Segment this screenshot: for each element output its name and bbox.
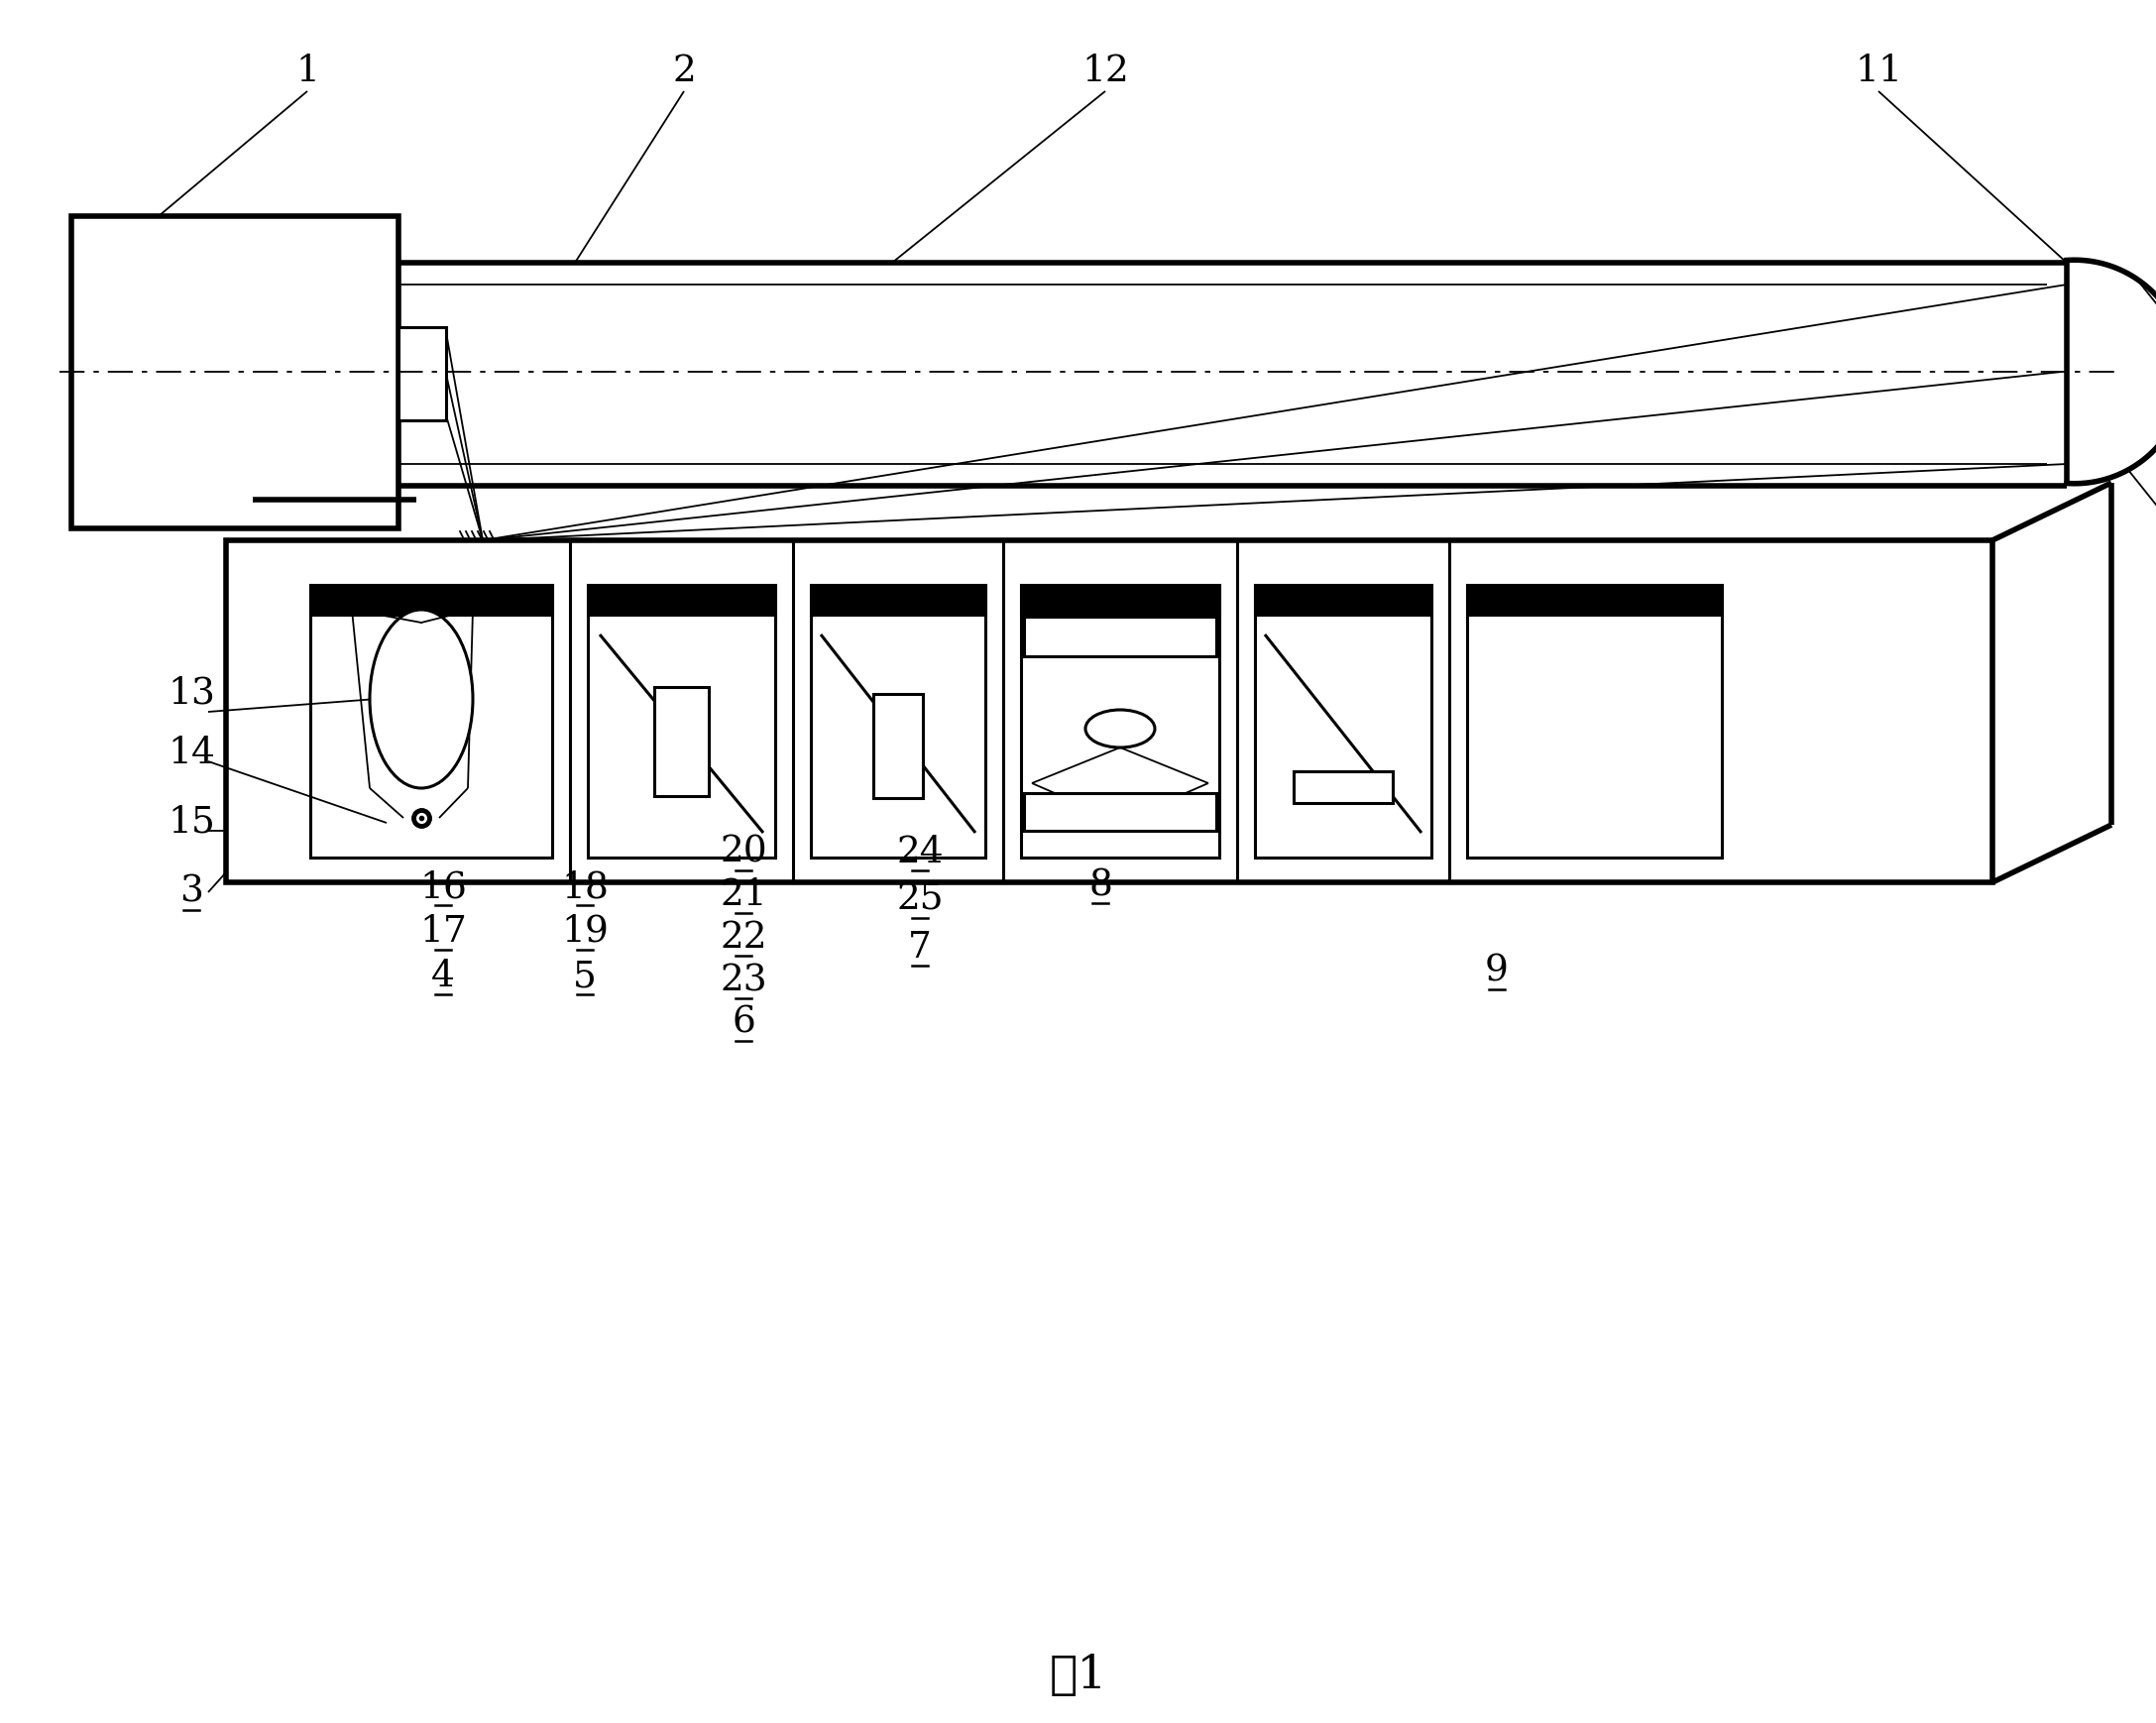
- Text: 8: 8: [1089, 867, 1112, 903]
- Bar: [589, 584, 776, 858]
- Bar: [873, 694, 923, 798]
- Bar: [1022, 584, 1220, 858]
- Bar: [1024, 793, 1216, 830]
- Text: 14: 14: [168, 736, 216, 772]
- Text: 16: 16: [420, 870, 468, 905]
- Bar: [1294, 770, 1393, 803]
- Text: 2: 2: [673, 53, 696, 90]
- Text: 1: 1: [295, 53, 319, 90]
- Ellipse shape: [369, 610, 472, 787]
- Bar: [310, 584, 552, 858]
- Text: 3: 3: [179, 874, 203, 910]
- Text: 24: 24: [897, 834, 944, 870]
- Bar: [1466, 584, 1723, 858]
- Text: 12: 12: [1082, 53, 1130, 90]
- Text: 7: 7: [908, 930, 931, 965]
- Bar: [399, 327, 446, 420]
- Bar: [71, 215, 399, 529]
- Ellipse shape: [1084, 710, 1156, 748]
- Text: 17: 17: [420, 913, 468, 949]
- Bar: [1255, 584, 1432, 858]
- Bar: [811, 584, 985, 858]
- Text: 18: 18: [561, 870, 608, 905]
- Text: 图1: 图1: [1050, 1652, 1106, 1697]
- Text: 5: 5: [573, 958, 597, 994]
- Text: 21: 21: [720, 877, 768, 913]
- Text: 13: 13: [168, 675, 216, 712]
- Bar: [811, 584, 985, 615]
- Bar: [310, 584, 552, 615]
- Bar: [1255, 584, 1432, 615]
- Text: 15: 15: [168, 805, 216, 841]
- Text: 19: 19: [561, 913, 608, 949]
- Text: 11: 11: [1854, 53, 1902, 90]
- Bar: [589, 584, 776, 615]
- Bar: [1024, 617, 1216, 656]
- Bar: [653, 686, 709, 796]
- Bar: [1466, 584, 1723, 615]
- Text: 6: 6: [731, 1005, 755, 1041]
- Text: 4: 4: [431, 958, 455, 994]
- Text: 23: 23: [720, 963, 768, 998]
- Bar: [315, 543, 481, 581]
- Text: 20: 20: [720, 834, 768, 870]
- Text: 9: 9: [1485, 955, 1509, 989]
- Bar: [1022, 584, 1220, 615]
- Text: 22: 22: [720, 920, 768, 956]
- Bar: [226, 541, 1992, 882]
- Text: 25: 25: [897, 882, 944, 918]
